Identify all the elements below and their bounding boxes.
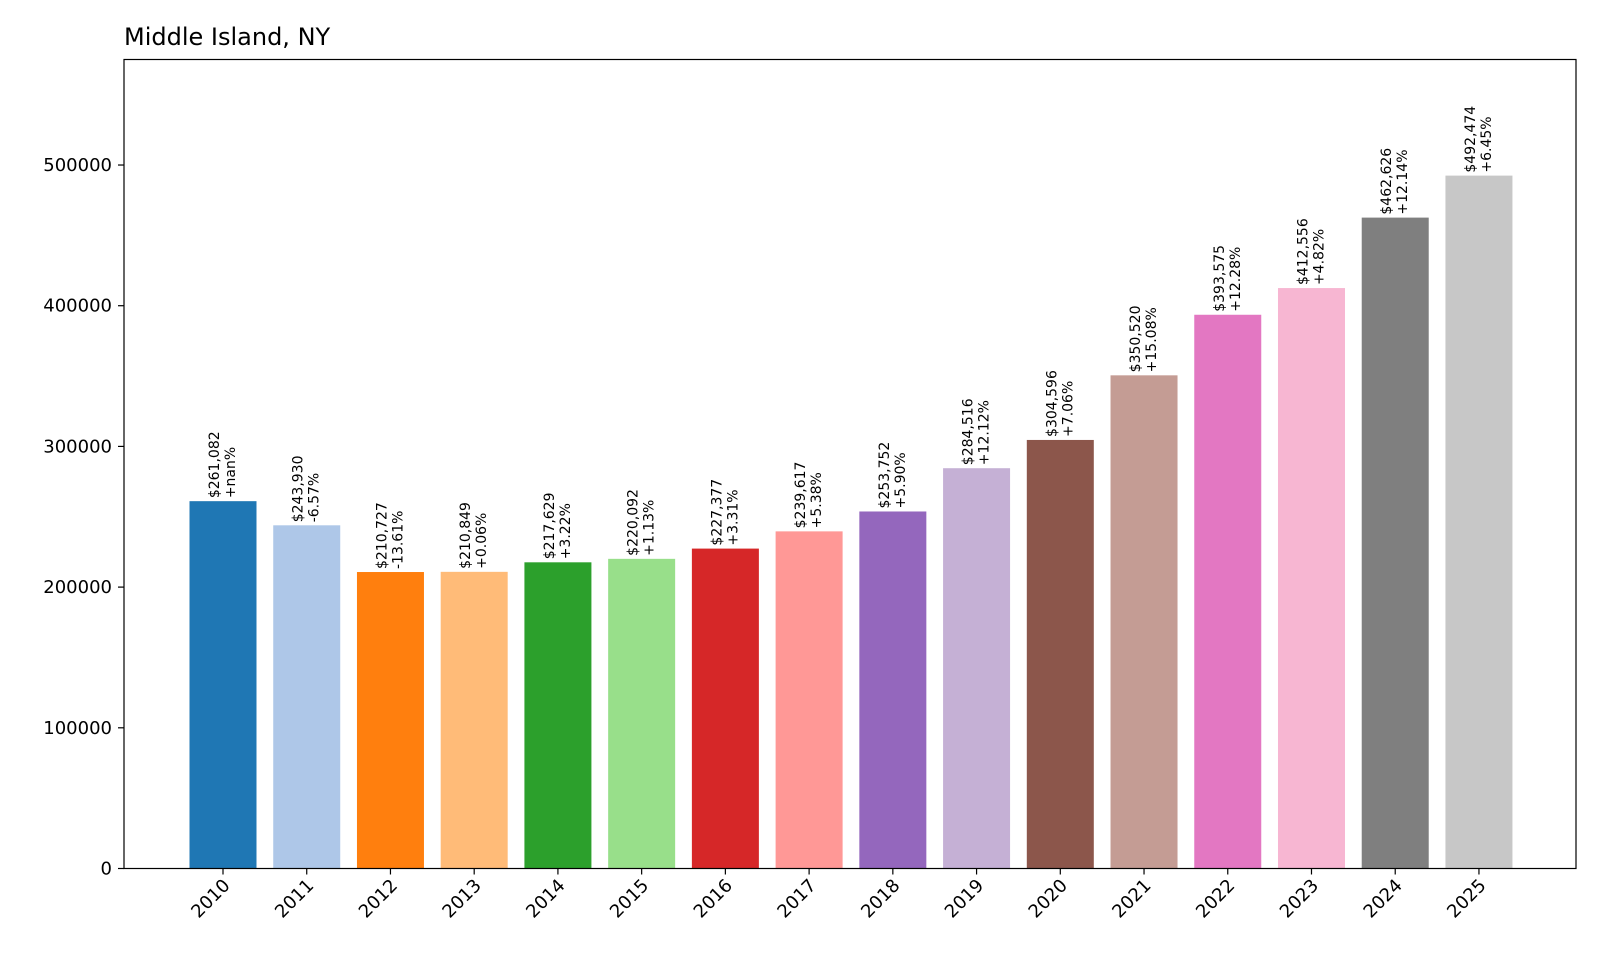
- y-tick-label-400000: 400000: [43, 296, 112, 317]
- bar-2024: [1361, 217, 1429, 869]
- plot-frame: [123, 58, 1577, 870]
- y-tick-label-200000: 200000: [43, 577, 112, 598]
- bar-change-label-2025: +6.45%: [1479, 116, 1495, 172]
- bar-value-label-2022: $393,575: [1212, 245, 1228, 312]
- bar-value-label-2010: $261,082: [207, 431, 223, 498]
- x-tick-label-2016: 2016: [690, 875, 737, 922]
- bar-2014: [524, 562, 592, 869]
- bar-2021: [1110, 375, 1178, 869]
- bar-change-label-2024: +12.14%: [1395, 149, 1411, 214]
- bar-change-label-2019: +12.12%: [977, 400, 993, 465]
- bar-change-label-2016: +3.31%: [725, 489, 741, 545]
- bar-value-label-2020: $304,596: [1044, 370, 1060, 437]
- bar-value-label-2023: $412,556: [1295, 218, 1311, 285]
- y-axis: 0 100000 200000 300000 400000 500000: [43, 155, 124, 880]
- bar-change-label-2010: +nan%: [223, 447, 239, 498]
- bar-value-label-2018: $253,752: [877, 442, 893, 509]
- x-tick-label-2025: 2025: [1443, 875, 1490, 922]
- bar-value-label-2013: $210,849: [458, 502, 474, 569]
- bar-value-label-2021: $350,520: [1128, 306, 1144, 373]
- x-tick-label-2019: 2019: [941, 875, 988, 922]
- x-tick-label-2021: 2021: [1108, 875, 1155, 922]
- bar-value-label-2011: $243,930: [291, 455, 307, 522]
- bar-change-label-2012: -13.61%: [390, 511, 406, 569]
- bar-2013: [440, 571, 508, 869]
- bar-2023: [1277, 288, 1345, 869]
- bar-2018: [859, 511, 927, 869]
- x-tick-label-2010: 2010: [187, 875, 234, 922]
- x-tick-label-2023: 2023: [1276, 875, 1323, 922]
- bar-2022: [1194, 314, 1262, 869]
- x-tick-label-2015: 2015: [606, 875, 653, 922]
- x-tick-label-2018: 2018: [857, 875, 904, 922]
- x-tick-label-2020: 2020: [1025, 875, 1072, 922]
- bar-2015: [608, 558, 676, 869]
- y-tick-label-0: 0: [101, 859, 112, 880]
- y-tick-label-100000: 100000: [43, 718, 112, 739]
- bar-2019: [943, 468, 1011, 869]
- bar-change-label-2011: -6.57%: [307, 473, 323, 523]
- bar-change-label-2023: +4.82%: [1311, 229, 1327, 285]
- bar-change-label-2017: +5.38%: [809, 472, 825, 528]
- x-tick-label-2017: 2017: [773, 875, 820, 922]
- y-tick-label-300000: 300000: [43, 436, 112, 457]
- bar-labels-layer: $261,082 +nan% $243,930 -6.57% $210,727 -13.6…: [207, 106, 1495, 569]
- x-tick-label-2022: 2022: [1192, 875, 1239, 922]
- x-tick-label-2014: 2014: [522, 875, 569, 922]
- x-tick-label-2013: 2013: [438, 875, 485, 922]
- bar-value-label-2014: $217,629: [542, 492, 558, 559]
- bar-value-label-2012: $210,727: [374, 502, 390, 569]
- bar-change-label-2018: +5.90%: [893, 452, 909, 508]
- bar-2017: [775, 531, 843, 869]
- x-tick-label-2012: 2012: [355, 875, 402, 922]
- x-tick-label-2011: 2011: [271, 875, 318, 922]
- bar-2016: [691, 548, 759, 869]
- bar-2025: [1445, 175, 1513, 869]
- bar-2010: [189, 501, 257, 869]
- bar-2020: [1026, 439, 1094, 869]
- bars-layer: [189, 175, 1513, 869]
- chart-title: Middle Island, NY: [124, 23, 331, 51]
- bar-value-label-2017: $239,617: [793, 462, 809, 529]
- x-tick-label-2024: 2024: [1360, 875, 1407, 922]
- bar-change-label-2021: +15.08%: [1144, 307, 1160, 372]
- bar-value-label-2015: $220,092: [626, 489, 642, 556]
- bar-2011: [273, 525, 341, 869]
- bar-value-label-2025: $492,474: [1463, 106, 1479, 173]
- bar-change-label-2013: +0.06%: [474, 513, 490, 569]
- bar-change-label-2022: +12.28%: [1228, 247, 1244, 312]
- x-axis: 2010 2011 2012 2013 2014 2015 2016 2017 2018 2019…: [187, 868, 1490, 922]
- y-tick-label-500000: 500000: [43, 155, 112, 176]
- bar-change-label-2015: +1.13%: [642, 500, 658, 556]
- bar-value-label-2019: $284,516: [961, 398, 977, 465]
- bar-change-label-2020: +7.06%: [1060, 381, 1076, 437]
- bar-2012: [356, 572, 424, 869]
- bar-value-label-2024: $462,626: [1379, 148, 1395, 215]
- bar-change-label-2014: +3.22%: [558, 503, 574, 559]
- bar-value-label-2016: $227,377: [709, 479, 725, 546]
